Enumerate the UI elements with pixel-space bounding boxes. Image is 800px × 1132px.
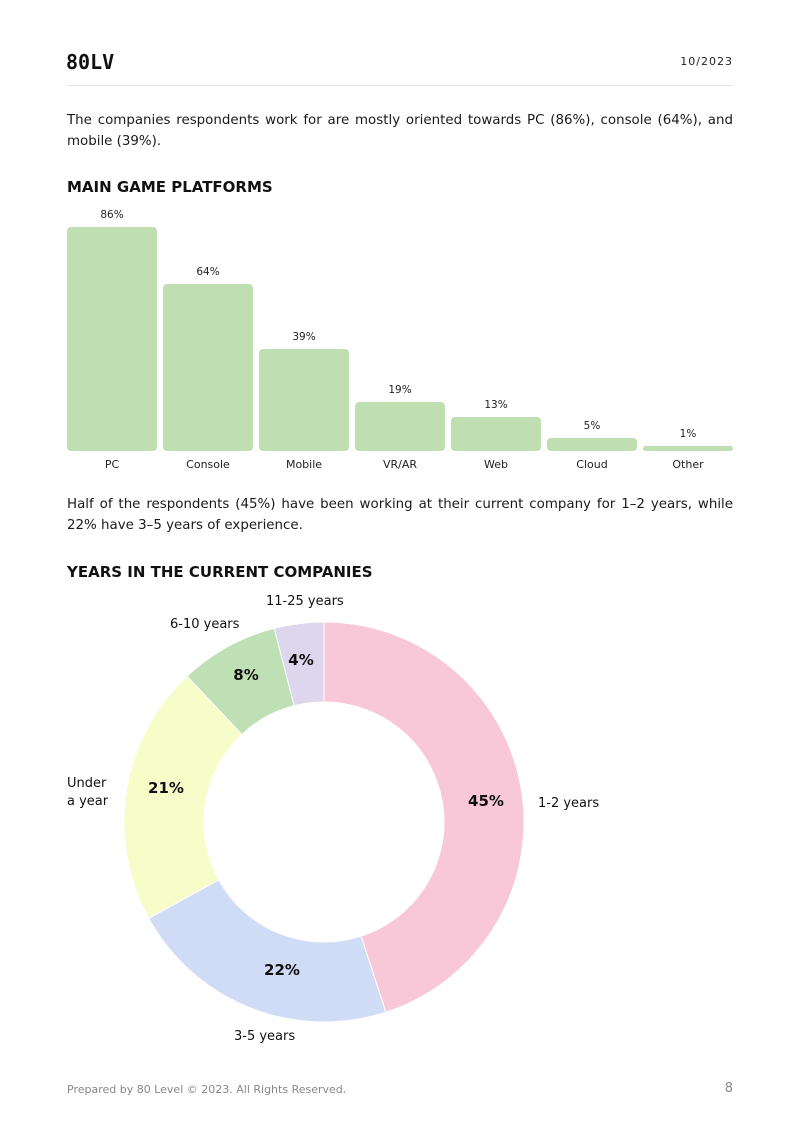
bar-cloud <box>547 437 637 451</box>
page-number: 8 <box>724 1081 733 1096</box>
years-title: YEARS IN THE CURRENT COMPANIES <box>67 563 373 581</box>
logo-text: 80LV <box>66 50 115 74</box>
bar-category-label: Web <box>484 458 508 471</box>
bar-mobile <box>259 349 349 451</box>
donut-value-label: 4% <box>288 651 314 669</box>
bar-value-label: 1% <box>679 428 697 440</box>
donut-value-label: 21% <box>148 779 184 797</box>
donut-category-label: Under a year <box>67 776 109 809</box>
bar-pc <box>67 227 157 451</box>
bar-other <box>643 446 733 451</box>
report-date: 10/2023 <box>680 55 733 68</box>
footer-copyright: Prepared by 80 Level © 2023. All Rights … <box>67 1083 347 1096</box>
donut-slice-11-25-years <box>273 621 325 707</box>
bar-value-label: 39% <box>292 331 316 344</box>
bar-value-label: 19% <box>388 383 412 396</box>
bar-web <box>451 417 541 451</box>
donut-slice-3-5-years <box>148 879 387 1023</box>
bar-value-label: 13% <box>484 399 508 412</box>
donut-category-label: 3-5 years <box>234 1029 296 1044</box>
bar-category-label: PC <box>104 458 120 471</box>
bar-value-label: 86% <box>100 209 124 221</box>
platforms-title: MAIN GAME PLATFORMS <box>67 178 273 196</box>
bar-category-label: Cloud <box>576 458 608 471</box>
donut-svg <box>123 621 525 1023</box>
bar-vr-ar <box>355 401 445 451</box>
platforms-bar-chart: 86% PC 64% Console 39% Mobile 19% VR/AR 13% Web 5%… <box>67 205 733 475</box>
brand-logo: 80LV <box>66 51 134 73</box>
header-divider <box>67 85 733 86</box>
intro-paragraph: The companies respondents work for are m… <box>67 113 733 149</box>
tenure-paragraph: Half of the respondents (45%) have been … <box>67 497 733 533</box>
bar-value-label: 64% <box>196 266 220 279</box>
donut-category-label: 11-25 years <box>266 594 344 609</box>
donut-value-label: 22% <box>264 961 300 979</box>
bar-category-label: Console <box>186 458 230 471</box>
donut-category-label: 6-10 years <box>170 617 240 632</box>
bar-console <box>163 284 253 451</box>
bar-category-label: VR/AR <box>382 458 418 471</box>
bar-value-label: 5% <box>583 419 601 432</box>
donut-value-label: 8% <box>233 666 259 684</box>
donut-slice-under-a-year <box>123 675 243 920</box>
donut-category-label: 1-2 years <box>538 796 600 811</box>
bar-category-label: Other <box>672 458 704 471</box>
bar-category-label: Mobile <box>285 458 323 471</box>
donut-slice-1-2-years <box>323 621 525 1013</box>
years-donut-chart: 45% 1-2 years 22% 3-5 years 21% Under a year 8… <box>0 590 800 1060</box>
donut-value-label: 45% <box>468 792 504 810</box>
